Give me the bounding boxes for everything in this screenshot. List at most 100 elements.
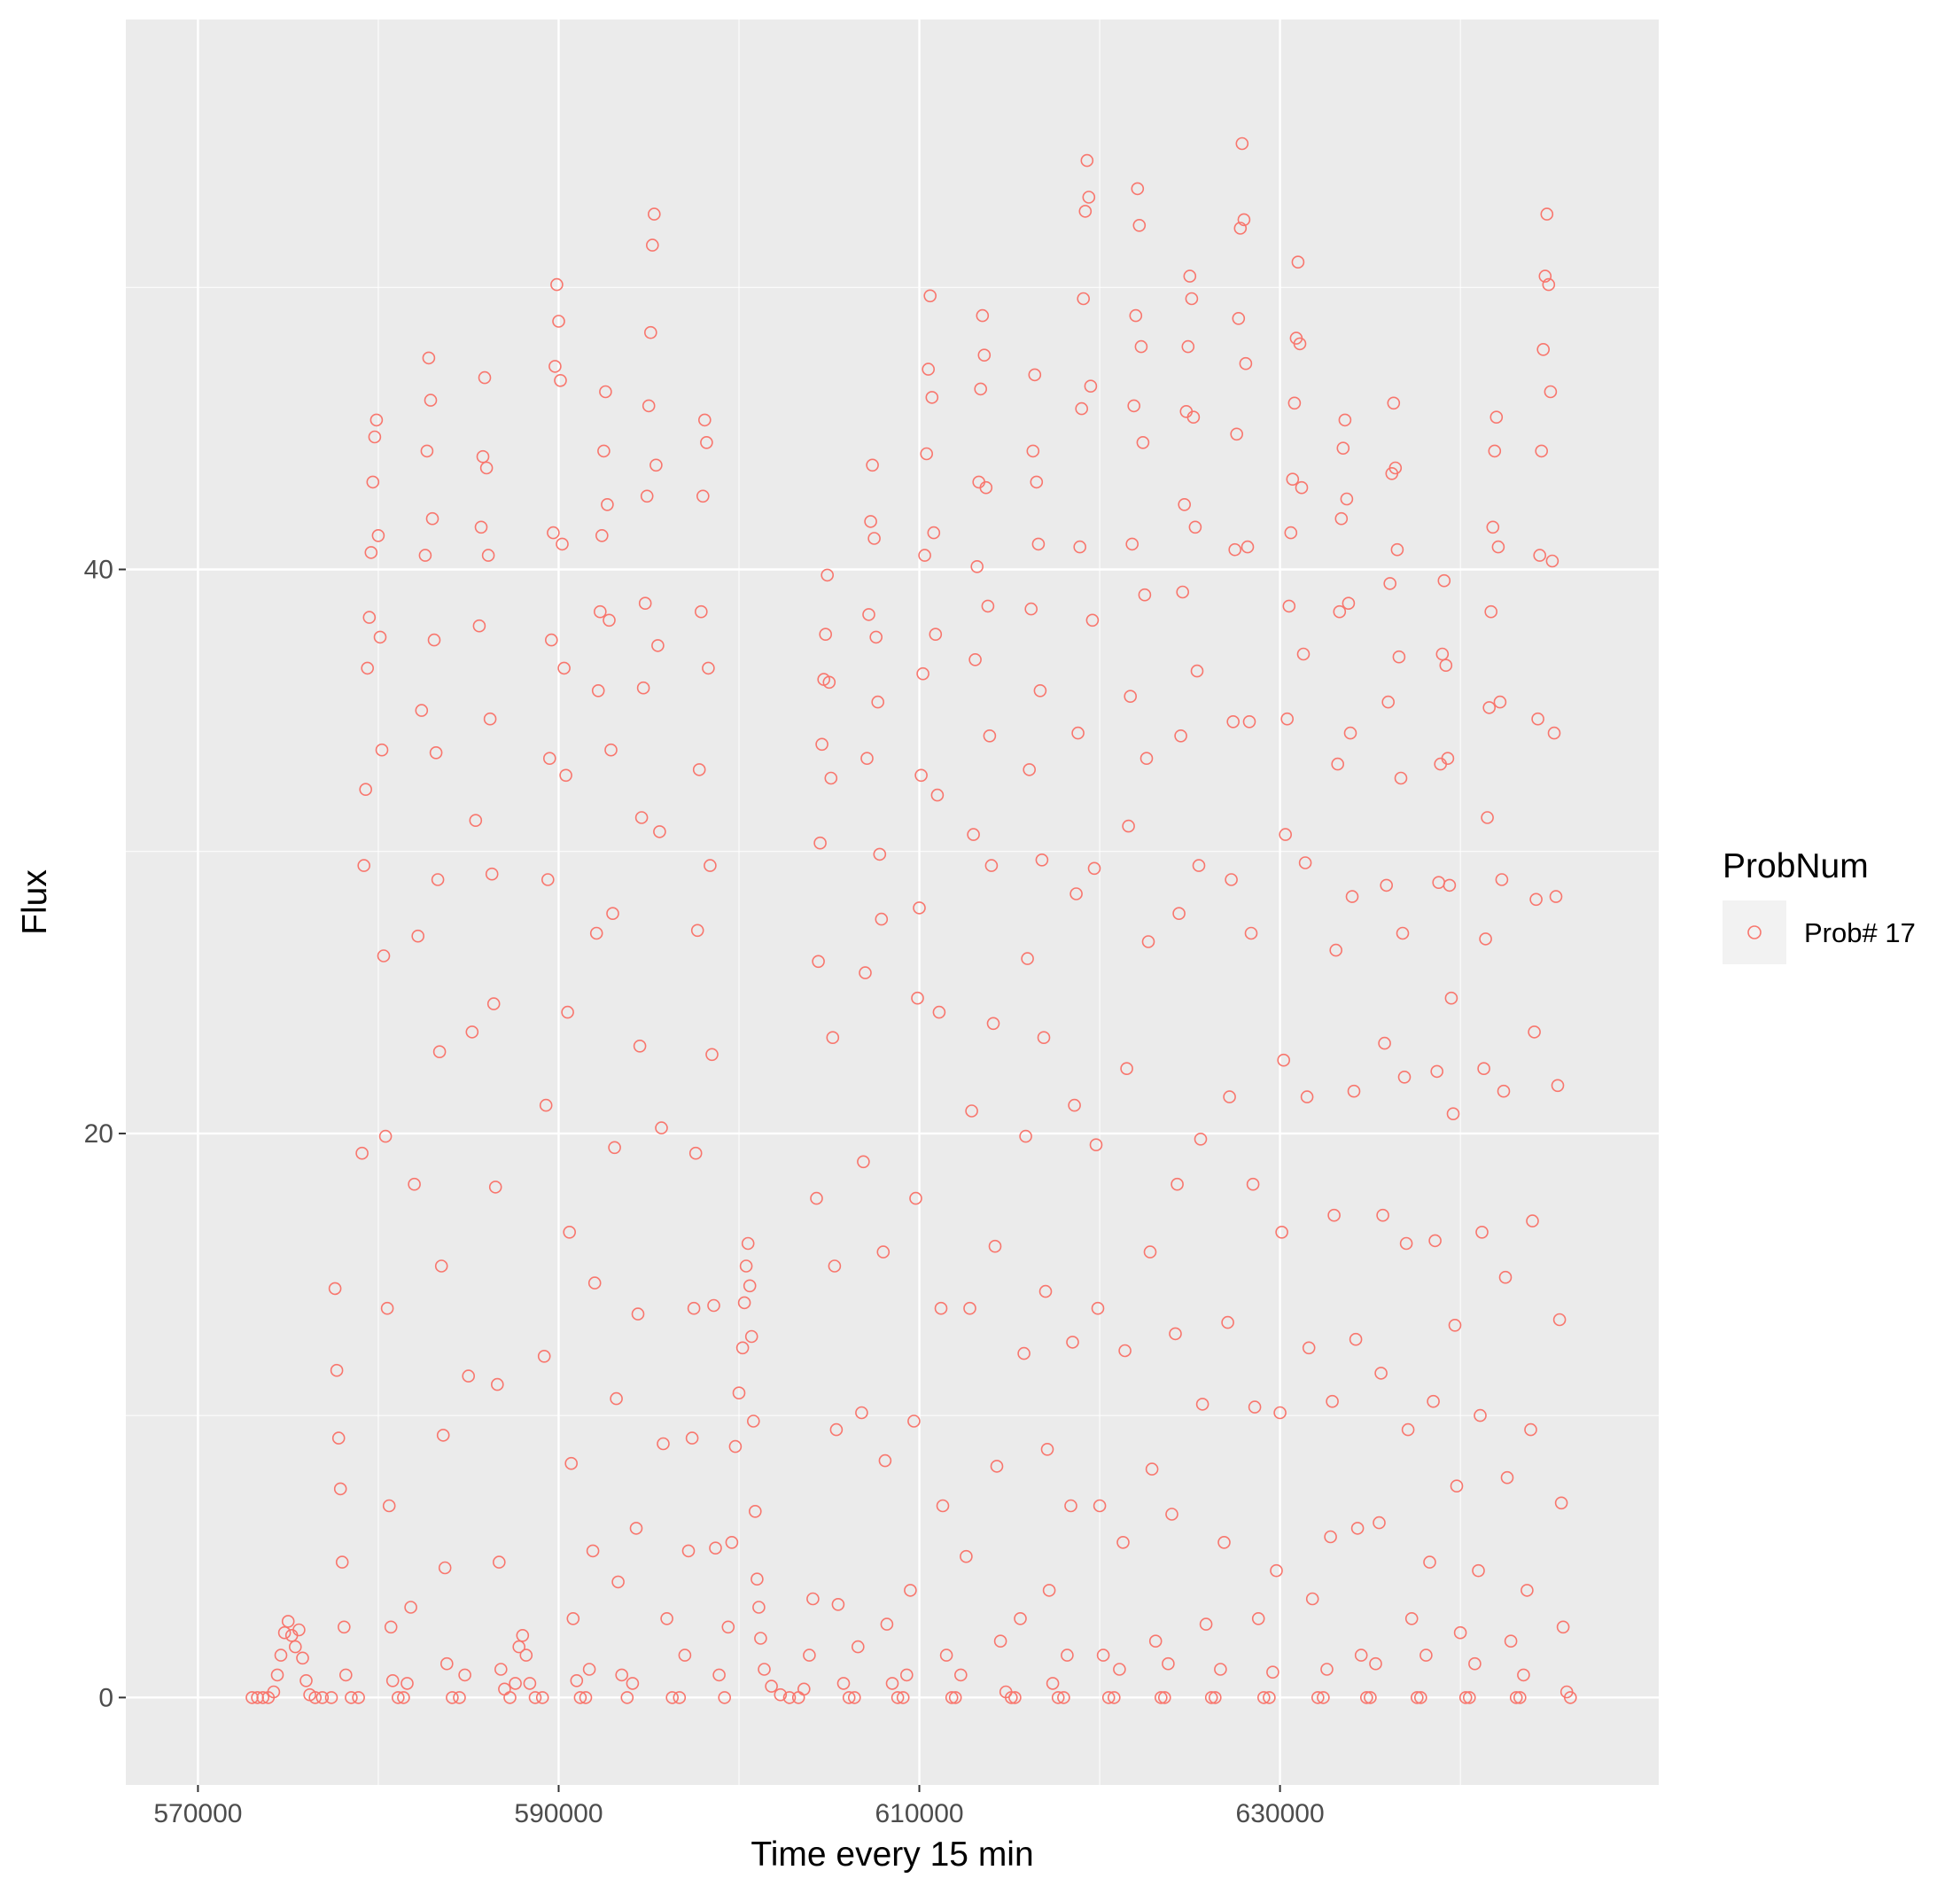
data-point [380,1301,394,1315]
data-point [847,1691,861,1704]
data-point [591,683,605,698]
data-point [1057,1691,1070,1704]
data-point [333,1482,347,1496]
data-point [359,783,373,797]
minor-gridlines [126,19,1659,1785]
data-point [1077,292,1090,306]
data-point [599,385,612,399]
data-point [1544,385,1558,399]
data-point [1232,311,1246,325]
data-point [1093,1499,1107,1513]
data-point [1324,1530,1337,1544]
data-point [1228,542,1241,557]
data-point [434,1259,448,1273]
data-point [1143,1245,1157,1259]
data-point [597,444,611,458]
data-point [896,1691,910,1704]
data-point [411,929,425,943]
data-point [384,1620,398,1634]
data-point [1244,926,1258,940]
data-point [899,1668,914,1682]
y-tick-label: 20 [84,1119,113,1149]
data-point [1155,1691,1168,1704]
data-point [1280,712,1294,726]
data-point [728,1439,743,1453]
data-point [909,1191,922,1205]
data-point [655,1121,668,1134]
data-point [1192,859,1206,872]
data-point [873,847,887,861]
data-point [1064,1499,1077,1513]
data-point [1437,573,1451,588]
data-point [446,1691,459,1704]
data-point [824,771,838,785]
data-point [862,608,875,621]
data-point [968,652,982,666]
data-point [1021,952,1034,965]
data-point [914,768,928,783]
data-point [748,1505,762,1518]
data-point [1017,1346,1031,1360]
data-point [1404,1612,1419,1625]
data-point [1120,1062,1133,1075]
data-point [362,611,377,624]
data-point [541,873,555,886]
data-point [1547,726,1561,740]
data-point [1484,604,1497,619]
data-point [1085,613,1100,627]
data-point [1183,269,1197,283]
data-point [478,370,492,385]
data-point [371,528,385,542]
data-point [1533,549,1546,562]
y-axis-title: Flux [16,869,54,935]
data-point [696,489,710,503]
data-point [1178,497,1191,511]
data-point [653,825,666,838]
data-point [1444,991,1458,1005]
data-point [420,444,434,458]
data-point [385,1674,400,1687]
data-point [1479,932,1492,946]
data-point [603,613,616,627]
data-point [542,752,556,766]
data-point [1521,1584,1534,1597]
data-point [1124,690,1137,704]
data-point [1051,1691,1065,1704]
data-point [483,712,497,726]
x-tick-label: 570000 [153,1799,242,1828]
data-point [1392,650,1406,664]
data-point [535,1691,549,1704]
data-point [1186,410,1201,425]
data-point [1551,1079,1565,1093]
data-point [860,752,874,766]
data-point [925,391,939,404]
data-point [1387,396,1401,410]
data-point [1116,1536,1130,1549]
data-point [608,1141,621,1155]
data-point [1369,1656,1382,1671]
data-point [702,661,715,675]
data-point [1535,444,1548,458]
data-point [1489,410,1504,425]
data-point [692,763,706,776]
data-point [361,661,375,675]
data-point [685,1431,699,1445]
data-point [1273,1406,1287,1420]
data-point [1251,1612,1265,1625]
data-point [1291,255,1305,269]
data-point [1397,1071,1412,1084]
data-point [1320,1663,1334,1676]
data-point [1019,1129,1032,1143]
data-point [481,549,495,562]
data-point [1428,1234,1442,1248]
data-point [1282,599,1296,613]
data-point [1270,1563,1283,1578]
data-point [554,373,567,387]
data-point [338,1668,353,1682]
data-point [1287,396,1302,410]
data-point [855,1406,868,1420]
data-point [1075,401,1088,416]
data-point [984,859,999,872]
data-point [822,675,836,690]
data-point [503,1691,517,1704]
